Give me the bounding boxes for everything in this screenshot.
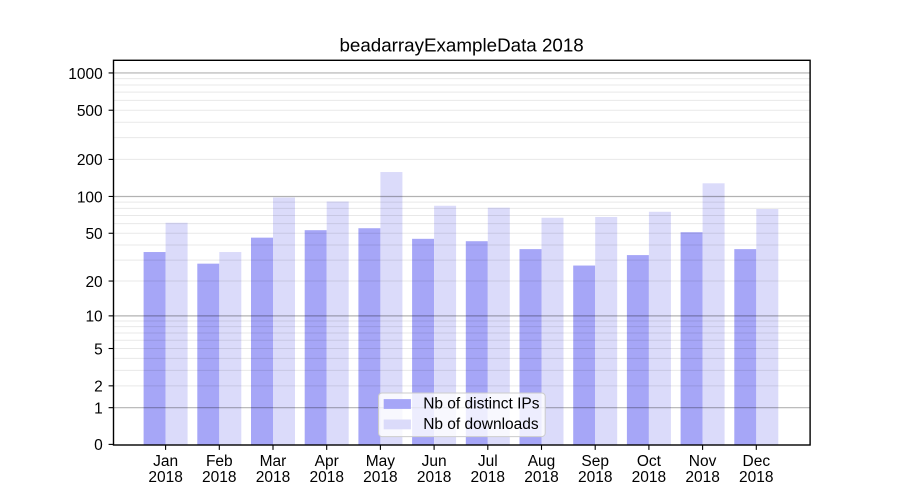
svg-text:Nb of downloads: Nb of downloads — [423, 416, 539, 433]
svg-text:Feb: Feb — [206, 453, 233, 470]
svg-text:Apr: Apr — [315, 453, 339, 470]
svg-text:1000: 1000 — [68, 66, 103, 83]
svg-text:Jan: Jan — [153, 453, 178, 470]
svg-text:2018: 2018 — [363, 469, 397, 486]
svg-text:2018: 2018 — [578, 469, 612, 486]
svg-text:Jul: Jul — [478, 453, 498, 470]
svg-text:Dec: Dec — [743, 453, 771, 470]
svg-text:0: 0 — [94, 437, 103, 454]
svg-text:2018: 2018 — [202, 469, 236, 486]
svg-text:2018: 2018 — [739, 469, 773, 486]
svg-text:2018: 2018 — [148, 469, 182, 486]
svg-text:200: 200 — [77, 152, 103, 169]
svg-text:beadarrayExampleData 2018: beadarrayExampleData 2018 — [339, 34, 583, 55]
svg-text:2018: 2018 — [524, 469, 558, 486]
svg-text:2018: 2018 — [685, 469, 719, 486]
svg-text:2018: 2018 — [417, 469, 451, 486]
svg-text:1: 1 — [94, 400, 103, 417]
svg-text:Aug: Aug — [528, 453, 556, 470]
svg-text:2018: 2018 — [632, 469, 666, 486]
svg-text:2: 2 — [94, 379, 103, 396]
svg-text:Nb of distinct IPs: Nb of distinct IPs — [423, 396, 540, 413]
svg-text:Sep: Sep — [581, 453, 609, 470]
svg-text:Nov: Nov — [689, 453, 717, 470]
svg-text:50: 50 — [85, 226, 103, 243]
svg-text:2018: 2018 — [471, 469, 505, 486]
svg-text:Oct: Oct — [637, 453, 662, 470]
svg-text:20: 20 — [85, 274, 103, 291]
svg-text:Mar: Mar — [260, 453, 287, 470]
svg-text:100: 100 — [77, 189, 103, 206]
svg-text:2018: 2018 — [309, 469, 343, 486]
svg-text:2018: 2018 — [256, 469, 290, 486]
svg-text:10: 10 — [85, 309, 103, 326]
svg-text:5: 5 — [94, 341, 103, 358]
svg-text:Jun: Jun — [422, 453, 447, 470]
svg-text:500: 500 — [77, 103, 103, 120]
svg-text:May: May — [366, 453, 396, 470]
